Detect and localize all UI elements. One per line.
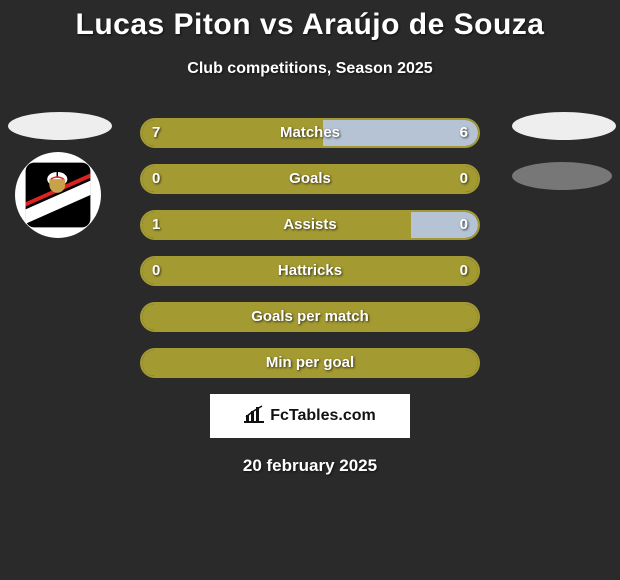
brand-text: FcTables.com	[270, 407, 376, 425]
stat-bar-label: Goals per match	[142, 304, 478, 330]
vasco-badge-icon	[22, 159, 94, 231]
stat-bar-right-value: 0	[460, 258, 468, 284]
stat-bar-label: Min per goal	[142, 350, 478, 376]
stat-bar-right-value: 6	[460, 120, 468, 146]
stat-bar: Goals0 0	[140, 164, 480, 194]
brand-attribution: FcTables.com	[210, 394, 410, 438]
stat-bar-left-value: 0	[152, 258, 160, 284]
stat-bar: Matches7 6	[140, 118, 480, 148]
stat-bar: Assists1 0	[140, 210, 480, 240]
player-right-column	[512, 112, 612, 190]
stat-bar-left-value: 1	[152, 212, 160, 238]
comparison-chart: Matches76Goals00Assists10Hattricks00Goal…	[0, 118, 620, 378]
stat-bar-label: Hattricks	[142, 258, 478, 284]
stat-bar: Goals per match	[140, 302, 480, 332]
stat-bars: Matches76Goals00Assists10Hattricks00Goal…	[140, 118, 480, 378]
player-left-flag	[8, 112, 112, 140]
stat-bar-label: Goals	[142, 166, 478, 192]
stat-bar-label: Assists	[142, 212, 478, 238]
chart-icon	[244, 405, 264, 428]
stat-bar: Min per goal	[140, 348, 480, 378]
stat-bar-left-value: 0	[152, 166, 160, 192]
player-left-column	[8, 112, 108, 238]
page-title: Lucas Piton vs Araújo de Souza	[0, 0, 620, 42]
stat-bar-left-value: 7	[152, 120, 160, 146]
player-left-club-badge	[15, 152, 101, 238]
player-right-club-placeholder	[512, 162, 612, 190]
stat-bar-right-value: 0	[460, 166, 468, 192]
stat-bar: Hattricks0 0	[140, 256, 480, 286]
stat-bar-right-value: 0	[460, 212, 468, 238]
page-subtitle: Club competitions, Season 2025	[0, 60, 620, 78]
date-text: 20 february 2025	[0, 456, 620, 476]
stat-bar-label: Matches	[142, 120, 478, 146]
player-right-flag	[512, 112, 616, 140]
